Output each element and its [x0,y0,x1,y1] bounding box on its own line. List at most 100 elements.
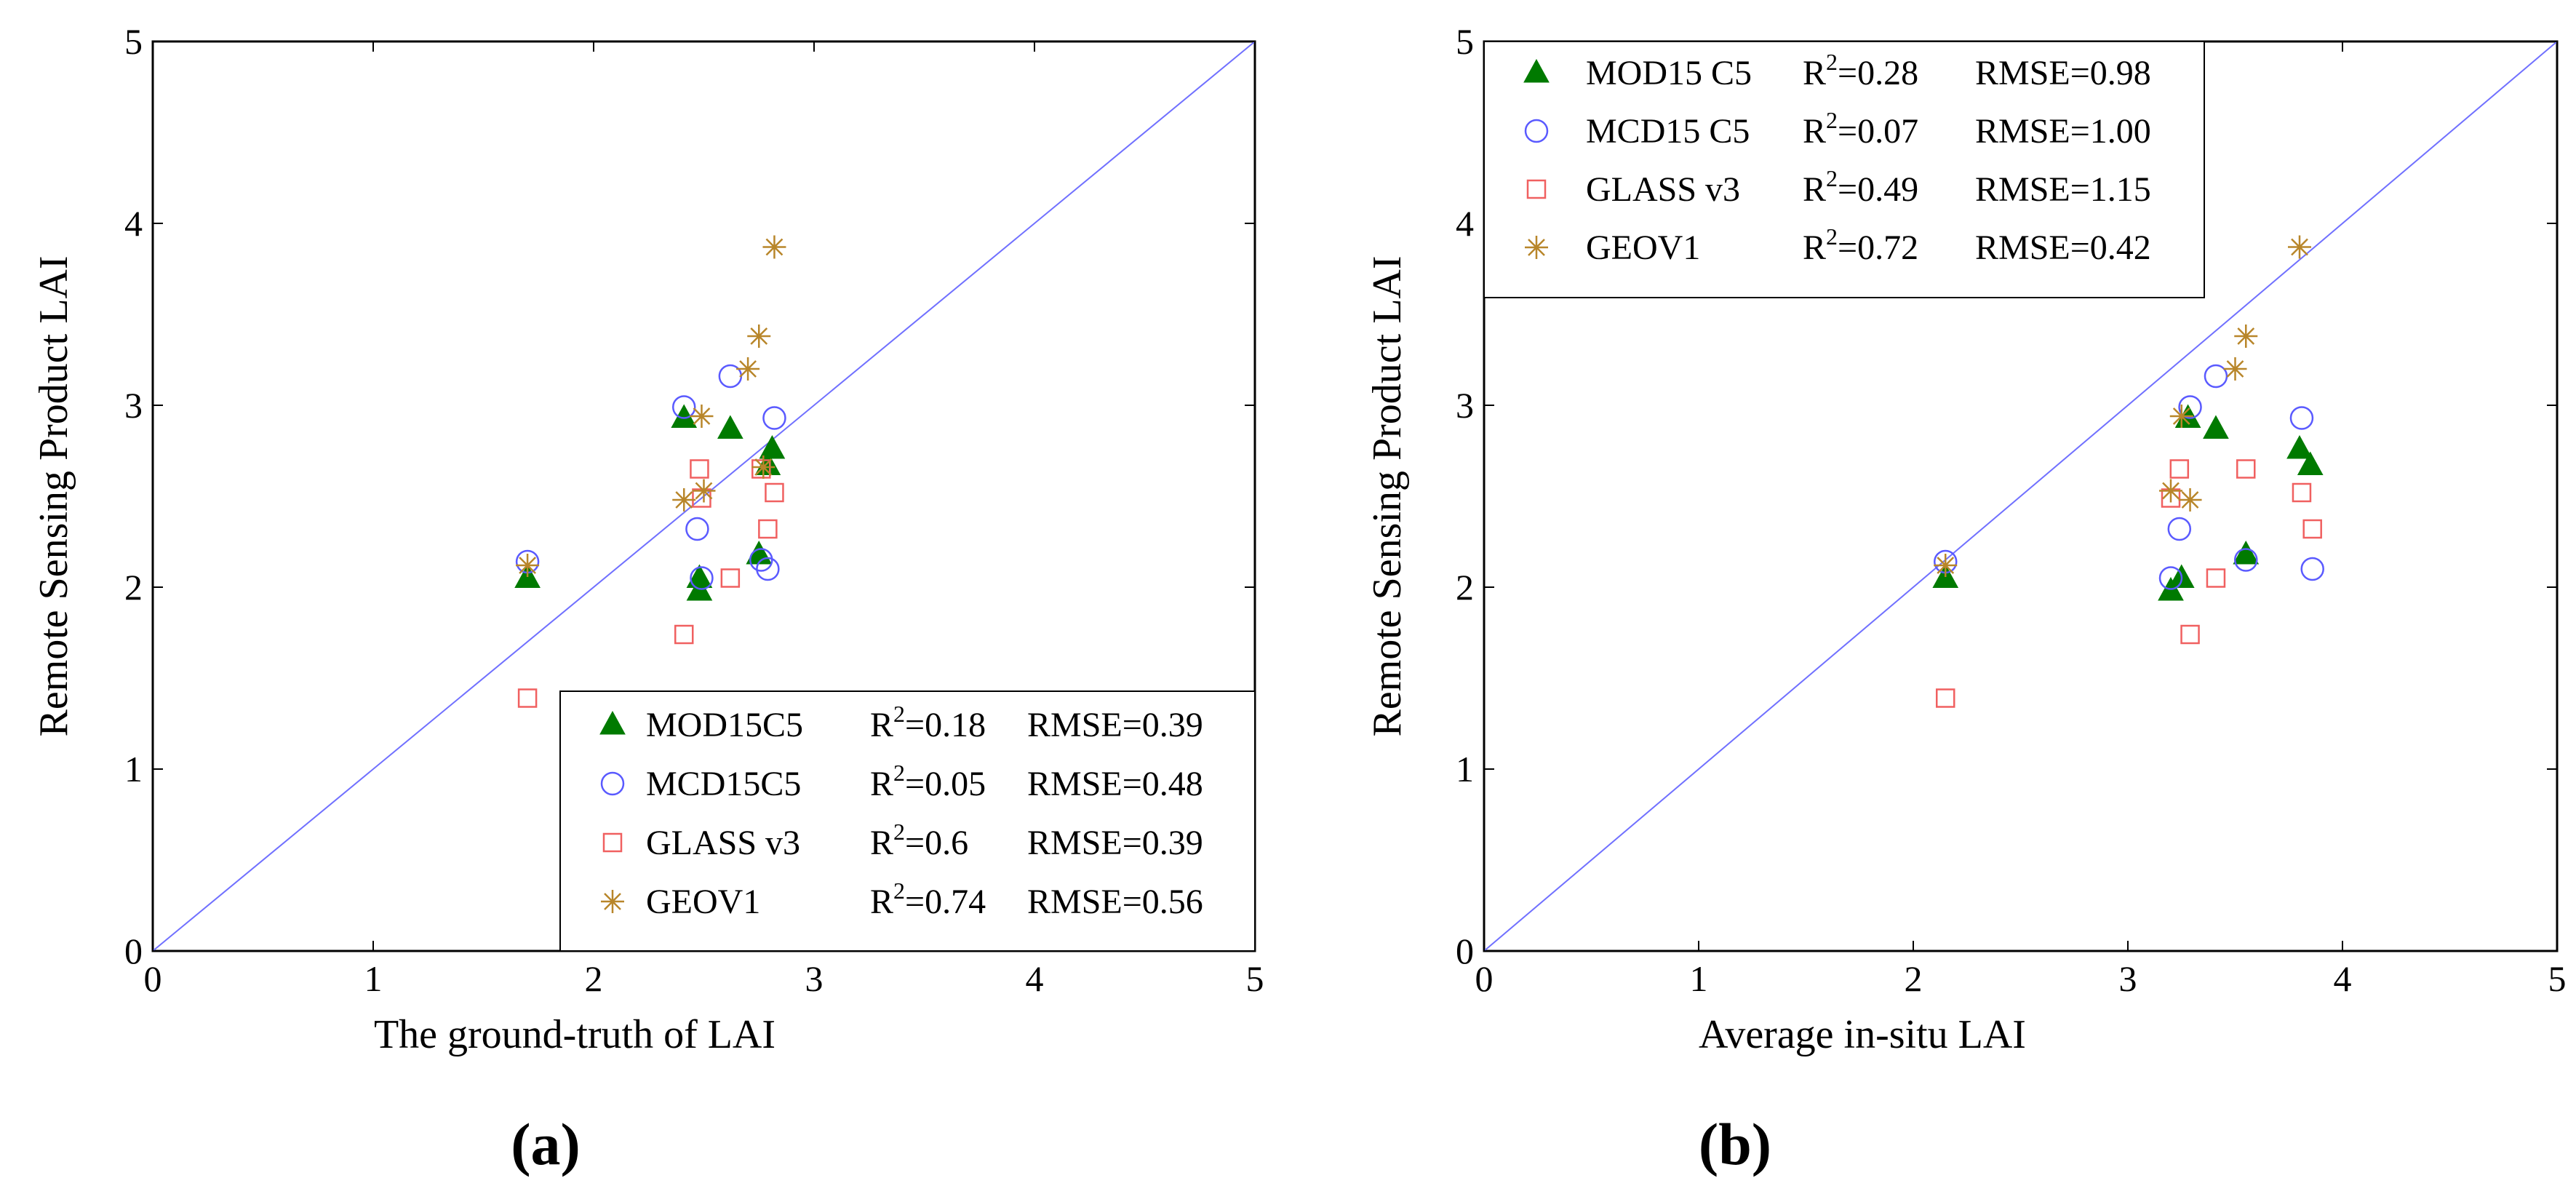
panel-a-legend-series-name: GEOV1 [646,883,760,921]
panel-b-legend-series-name: MCD15 C5 [1586,112,1750,151]
panel-b-y-tick-label: 5 [1456,21,1474,62]
panel-b-point-star [2169,405,2193,428]
panel-b-x-tick-label: 0 [1475,958,1494,999]
panel-a-point-square [751,459,771,479]
panel-b-point-triangle [2286,434,2313,459]
panel-b-legend-r2: R2=0.28 [1803,49,1918,92]
panel-b-x-tick-label: 2 [1905,958,1923,999]
panel-b-tick-labels: 00 1 1 2 2 3 3 4 4 5 5 [1456,21,2567,999]
panel-a-legend-marker-circle [600,771,625,796]
panel-a-legend-r2: R2=0.18 [870,701,986,744]
panel-b-legend-marker-square [1526,179,1547,199]
panel-a-x-tick-label: 0 [144,958,162,999]
panel-b-legend-rmse: RMSE=0.42 [1975,228,2151,267]
panel-b-legend-series-name: GLASS v3 [1586,170,1740,209]
panel-a-legend-marker-triangle [599,710,626,735]
panel-a-point-square [674,624,694,645]
panel-a-point-star [762,235,786,259]
panel-b-point-circle [2178,395,2202,419]
panel-b-legend-r2: R2=0.72 [1803,223,1918,267]
panel-a-y-tick-label: 1 [124,749,143,789]
panel-a-data-marks [514,235,786,708]
panel-b-point-triangle [2233,540,2260,565]
panel-a-point-star [736,357,760,381]
panel-b-y-tick-label: 0 [1456,931,1474,971]
panel-a-point-square [758,519,778,539]
panel-b-y-axis-label: Remote Sensing Product LAI [1365,255,1410,736]
panel-a-point-star [672,488,696,512]
panel-a-y-tick-label: 3 [124,385,143,426]
panel-b-point-star [2288,235,2311,259]
panel-a-point-circle [685,517,709,541]
panel-a-y-tick-label: 0 [124,931,143,971]
panel-b-legend-rmse: RMSE=0.98 [1975,54,2151,92]
panel-b-y-tick-label: 4 [1456,203,1474,244]
panel-b-point-square [2236,459,2256,479]
panel-b-point-circle [2234,548,2258,572]
panel-b-x-tick-label: 1 [1690,958,1708,999]
panel-a-legend-r2: R2=0.74 [870,877,986,921]
panel-b-legend-series-name: GEOV1 [1586,228,1700,267]
panel-a-legend-rmse: RMSE=0.39 [1027,824,1203,862]
panel-a-label: (a) [511,1111,581,1177]
panel-a-tick-labels: 00 1 1 2 2 3 3 4 4 5 5 [124,21,1264,999]
panel-a-legend: MOD15C5 R2=0.18 RMSE=0.39 MCD15C5 R2=0.05 RMS… [559,690,1256,952]
panel-a-y-tick-label: 5 [124,21,143,62]
panel-b-y-tick-label: 2 [1456,567,1474,608]
panel-a-legend-marker-square [602,832,623,853]
panel-a-point-star [690,405,714,428]
panel-b-point-square [1936,688,1955,708]
panel-b-legend-rmse: RMSE=1.15 [1975,170,2151,209]
panel-a-point-star [751,455,775,479]
panel-b-data-marks [1932,235,2324,708]
panel-b-legend-rmse: RMSE=1.00 [1975,112,2151,151]
panel-b-y-tick-label: 1 [1456,749,1474,789]
panel-b-point-square [2169,459,2190,479]
panel-a-legend-rmse: RMSE=0.39 [1027,706,1203,744]
panel-b-chart: 00 1 1 2 2 3 3 4 4 5 5 MOD15 C5 R2=0.28 RMSE=0.98 MCD… [1365,21,2567,1177]
panel-b-x-axis-label: Average in-situ LAI [1699,1012,2026,1057]
panel-a-legend-r2: R2=0.6 [870,819,968,862]
panel-b-point-square [2302,519,2322,539]
panel-a-point-circle [690,566,714,590]
panel-a-legend-series-name: GLASS v3 [646,824,800,862]
panel-b-reference-line [1483,41,2558,952]
panel-a-y-tick-label: 4 [124,203,143,244]
panel-a-legend-series-name: MCD15C5 [646,765,801,803]
panel-b-point-star [2234,325,2258,348]
panel-b-point-circle [2204,364,2228,389]
panel-a-point-star [692,479,716,503]
panel-b-x-tick-label: 4 [2334,958,2352,999]
panel-b-point-star [2223,357,2247,381]
panel-b-x-tick-label: 5 [2548,958,2567,999]
panel-b-legend-marker-circle [1524,119,1549,143]
panel-a-x-tick-label: 1 [364,958,383,999]
panel-a-point-square [690,459,709,479]
panel-b-legend-marker-triangle [1523,58,1550,83]
panel-a-legend-box [559,690,1256,952]
panel-a-point-star [516,554,540,577]
panel-b-x-tick-label: 3 [2119,958,2137,999]
panel-b-legend: MOD15 C5 R2=0.28 RMSE=0.98 MCD15 C5 R2=0.07 R… [1483,41,2205,298]
panel-b-legend-box [1483,41,2205,298]
panel-a-point-square [720,568,741,588]
panel-a-point-square [765,482,784,503]
panel-b-y-tick-label: 3 [1456,385,1474,426]
panel-a-x-tick-label: 5 [1246,958,1264,999]
panel-a-point-triangle [717,415,743,439]
panel-b-point-square [2292,482,2312,503]
panel-b-point-circle [2167,517,2192,541]
panel-b-tick-marks [1483,41,2558,952]
panel-a-chart: 00 1 1 2 2 3 3 4 4 5 5 MOD15C5 R2=0.18 RMSE=0.39 MCD1… [31,21,1264,1177]
panel-a-x-tick-label: 3 [805,958,824,999]
panel-b-point-triangle [2297,451,2324,475]
panel-b-point-square [2180,624,2200,645]
panel-a-legend-items: MOD15C5 R2=0.18 RMSE=0.39 MCD15C5 R2=0.05 RMS… [599,701,1203,921]
panel-a-point-circle [762,406,786,430]
panel-a-point-circle [756,557,780,581]
panel-b-point-circle [2289,406,2314,430]
panel-b-label: (b) [1699,1111,1771,1177]
panel-a-y-tick-label: 2 [124,567,143,608]
panel-b-legend-marker-star [1525,236,1548,259]
panel-a-point-square [517,688,538,708]
